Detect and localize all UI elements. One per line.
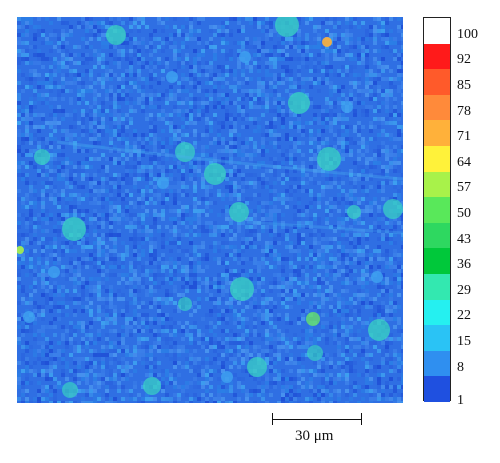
colorbar-tick-label: 92 xyxy=(457,52,471,68)
colorbar-segment xyxy=(424,18,450,45)
map-spot xyxy=(229,202,249,222)
colorbar-segment xyxy=(424,274,450,301)
colorbar xyxy=(423,17,451,403)
colorbar-segment xyxy=(424,43,450,70)
map-spot xyxy=(175,142,195,162)
map-spot xyxy=(368,319,390,341)
scale-bar-label: 30 μm xyxy=(295,428,334,444)
colorbar-segment xyxy=(424,299,450,326)
map-spot xyxy=(143,377,161,395)
map-spot xyxy=(166,71,178,83)
map-spot xyxy=(317,147,341,171)
colorbar-tick-label: 43 xyxy=(457,231,471,247)
map-spot xyxy=(230,277,254,301)
colorbar-segment xyxy=(424,197,450,224)
map-spot xyxy=(17,246,24,254)
map-spot xyxy=(62,217,86,241)
colorbar-segment xyxy=(424,222,450,249)
map-spot xyxy=(106,25,126,45)
scale-bar-left-tick xyxy=(272,413,273,425)
map-spot xyxy=(23,311,35,323)
colorbar-tick-label: 15 xyxy=(457,334,471,349)
colorbar-tick-label: 100 xyxy=(457,26,478,42)
map-spot xyxy=(288,92,310,114)
colorbar-tick-label: 78 xyxy=(457,103,471,119)
colorbar-segment xyxy=(424,171,450,198)
colorbar-tick-label: 29 xyxy=(457,282,471,298)
scale-bar-right-tick xyxy=(361,413,362,425)
map-spot xyxy=(341,101,353,113)
map-spot xyxy=(307,345,323,361)
colorbar-segment xyxy=(424,350,450,377)
map-spot xyxy=(247,357,267,377)
colorbar-segment xyxy=(424,94,450,121)
map-spot xyxy=(275,17,299,37)
colorbar-tick-label: 64 xyxy=(457,154,471,170)
colorbar-tick-label: 50 xyxy=(457,206,471,221)
map-spots xyxy=(17,17,403,398)
colorbar-segment xyxy=(424,248,450,275)
colorbar-tick-label: 85 xyxy=(457,78,471,93)
map-spot xyxy=(62,382,78,398)
colorbar-segment xyxy=(424,69,450,96)
colorbar-segment xyxy=(424,146,450,173)
map-spot xyxy=(157,177,169,189)
intensity-map xyxy=(17,17,403,403)
colorbar-tick-label: 36 xyxy=(457,257,471,273)
colorbar-segment xyxy=(424,325,450,352)
map-noise xyxy=(17,17,403,403)
colorbar-tick-label: 1 xyxy=(457,393,464,408)
map-spot xyxy=(383,199,403,219)
map-spot xyxy=(322,37,332,47)
scale-bar-line xyxy=(272,419,362,420)
map-spot xyxy=(204,163,226,185)
map-spot xyxy=(178,297,192,311)
map-spot xyxy=(221,371,233,383)
map-spot xyxy=(48,266,60,278)
colorbar-tick-label: 22 xyxy=(457,308,471,324)
colorbar-tick-label: 8 xyxy=(457,359,464,375)
colorbar-segment xyxy=(424,120,450,147)
map-streak xyxy=(246,220,403,235)
colorbar-tick-label: 57 xyxy=(457,180,471,196)
map-spot xyxy=(371,271,383,283)
map-spot xyxy=(306,312,320,326)
map-spot xyxy=(34,149,50,165)
map-spot xyxy=(239,51,251,63)
map-streak xyxy=(56,140,403,181)
colorbar-segment xyxy=(424,376,450,403)
colorbar-tick-label: 71 xyxy=(457,129,471,145)
map-spot xyxy=(347,205,361,219)
